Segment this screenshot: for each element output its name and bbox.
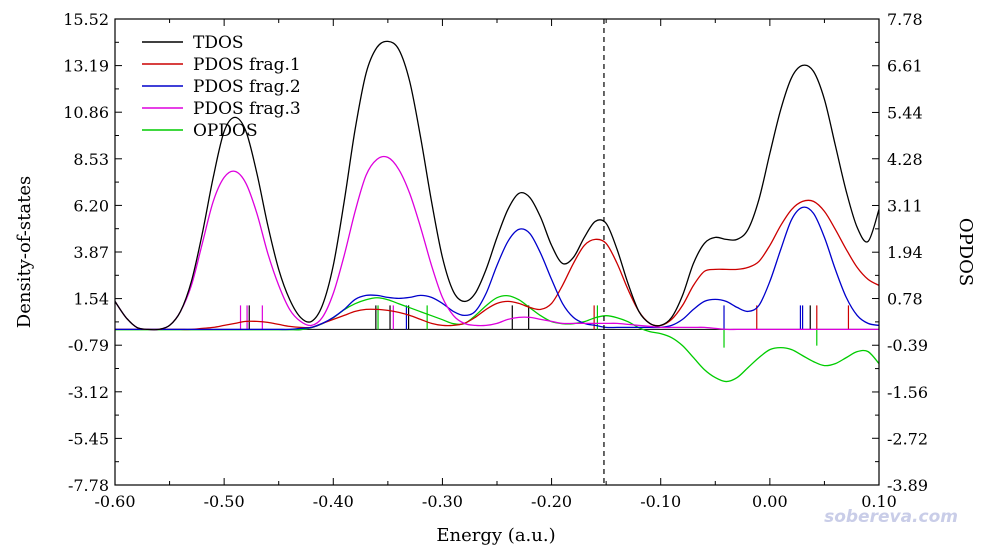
y2-tick-label: 6.61 bbox=[887, 57, 923, 76]
y2-tick-label: -3.89 bbox=[887, 476, 928, 495]
x-tick-label: -0.10 bbox=[640, 492, 681, 511]
y-tick-label: 13.19 bbox=[63, 57, 109, 76]
y2-tick-label: 3.11 bbox=[887, 196, 923, 215]
legend-label: PDOS frag.2 bbox=[193, 77, 301, 97]
series-line-pdos-frag-1 bbox=[115, 199, 880, 331]
y2-tick-label: 5.44 bbox=[887, 103, 923, 122]
series-line-pdos-frag-3 bbox=[114, 155, 879, 331]
series-lines bbox=[114, 40, 880, 383]
x-tick-label: 0.00 bbox=[752, 492, 788, 511]
y2-axis-title: OPDOS bbox=[955, 218, 976, 286]
y-tick-label: -3.12 bbox=[68, 383, 109, 402]
x-tick-label: -0.30 bbox=[422, 492, 463, 511]
y-tick-label: -0.79 bbox=[68, 336, 109, 355]
y-tick-labels: 15.52 13.19 10.86 8.53 6.20 3.87 1.54 -0.79 -3.1… bbox=[63, 10, 109, 495]
y-tick-label: 15.52 bbox=[63, 10, 109, 29]
legend-label: PDOS frag.1 bbox=[193, 55, 301, 75]
watermark: sobereva.com bbox=[824, 507, 958, 527]
legend-label: PDOS frag.3 bbox=[193, 99, 301, 119]
y-tick-label: 6.20 bbox=[73, 196, 109, 215]
y2-tick-label: -0.39 bbox=[887, 336, 928, 355]
y-axis-title: Density-of-states bbox=[14, 176, 35, 328]
y2-tick-labels: 7.78 6.61 5.44 4.28 3.11 1.94 0.78 -0.39 -1.56 -2… bbox=[887, 10, 928, 495]
y-tick-label: 10.86 bbox=[63, 103, 109, 122]
series-line-pdos-frag-2 bbox=[115, 206, 880, 331]
x-tick-label: -0.40 bbox=[313, 492, 354, 511]
y-tick-label: -7.78 bbox=[68, 476, 109, 495]
x-tick-label: -0.60 bbox=[94, 492, 135, 511]
legend-label: OPDOS bbox=[193, 121, 258, 141]
y-tick-label: -5.45 bbox=[68, 429, 109, 448]
y2-tick-label: 4.28 bbox=[887, 150, 923, 169]
x-tick-label: -0.50 bbox=[204, 492, 245, 511]
x-tick-label: 0.10 bbox=[861, 492, 897, 511]
x-tick-labels: -0.60 -0.50 -0.40 -0.30 -0.20 -0.10 0.00 0.10 bbox=[94, 492, 896, 511]
y-tick-label: 1.54 bbox=[73, 290, 109, 309]
axis-ticks bbox=[114, 18, 880, 486]
y-tick-label: 8.53 bbox=[73, 150, 109, 169]
x-axis-title: Energy (a.u.) bbox=[436, 525, 555, 546]
y2-tick-label: 7.78 bbox=[887, 10, 923, 29]
series-line-opdos bbox=[115, 294, 880, 383]
energy-level-sticks bbox=[239, 305, 850, 348]
y2-tick-label: 0.78 bbox=[887, 290, 923, 309]
legend-label: TDOS bbox=[193, 33, 244, 53]
series-line-tdos bbox=[114, 40, 880, 331]
y2-tick-label: -1.56 bbox=[887, 383, 928, 402]
y2-tick-label: 1.94 bbox=[887, 243, 923, 262]
y-tick-label: 3.87 bbox=[73, 243, 109, 262]
x-tick-label: -0.20 bbox=[531, 492, 572, 511]
y2-tick-label: -2.72 bbox=[887, 429, 928, 448]
